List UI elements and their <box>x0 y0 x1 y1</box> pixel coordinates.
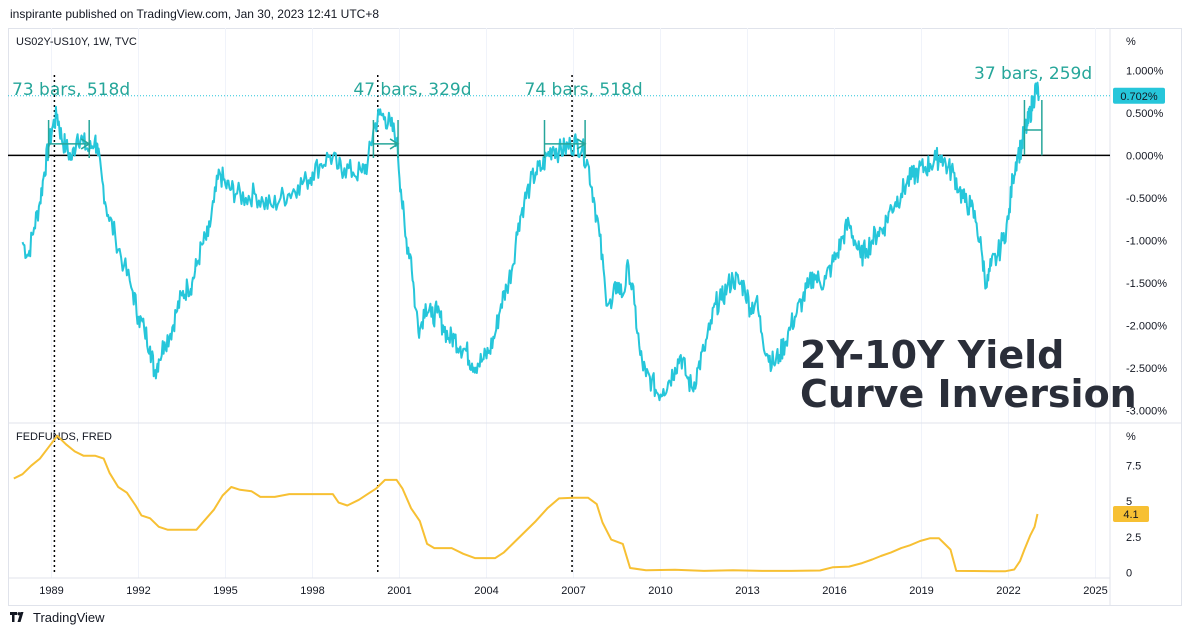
spread-pane-label: US02Y-US10Y, 1W, TVC <box>16 36 137 48</box>
title-line-1: 2Y-10Y Yield <box>800 333 1064 377</box>
spread-last-value: 0.702% <box>1120 91 1158 103</box>
spread-y-tick: -2.000% <box>1126 320 1167 332</box>
spread-y-tick: -3.000% <box>1126 405 1167 417</box>
measure-arrowhead <box>80 138 91 150</box>
fed-pane-label: FEDFUNDS, FRED <box>16 431 112 443</box>
measurements: 73 bars, 518d 47 bars, 329d 74 bars, 518d 3… <box>12 64 1092 158</box>
x-tick-label: 2001 <box>387 585 411 597</box>
spread-series <box>21 81 1040 402</box>
measure-label: 47 bars, 329d <box>353 80 471 100</box>
fed-y-tick: 2.5 <box>1126 532 1141 544</box>
spread-y-tick: -1.000% <box>1126 235 1167 247</box>
x-tick-label: 1992 <box>126 585 150 597</box>
brand-footer[interactable]: TradingView <box>10 610 105 625</box>
measurement-3[interactable]: 37 bars, 259d <box>974 64 1092 156</box>
x-tick-label: 1998 <box>300 585 324 597</box>
measure-label: 73 bars, 518d <box>12 80 130 100</box>
spread-last-badge <box>1113 87 1165 104</box>
spread-y-tick: -0.500% <box>1126 193 1167 205</box>
measure-label: 74 bars, 518d <box>525 80 643 100</box>
x-tick-label: 1989 <box>39 585 63 597</box>
x-tick-label: 2007 <box>561 585 585 597</box>
title-line-2: Curve Inversion <box>800 372 1137 416</box>
fed-y-axis: 7.5 5 2.5 0 <box>1126 461 1141 580</box>
x-axis: 1989 1992 1995 1998 2001 2004 2007 2010 2013 2016… <box>39 585 1107 597</box>
measure-arrowhead <box>389 138 400 150</box>
x-tick-label: 2022 <box>996 585 1020 597</box>
measurement-0[interactable]: 73 bars, 518d <box>12 80 130 158</box>
x-tick-label: 2004 <box>474 585 498 597</box>
measurement-2[interactable]: 74 bars, 518d <box>525 80 643 158</box>
measurement-1[interactable]: 47 bars, 329d <box>353 80 472 158</box>
spread-y-axis: 1.000% 0.500% 0.000% -0.500% -1.000% -1.500% -… <box>1126 65 1167 417</box>
measure-label: 37 bars, 259d <box>974 64 1092 84</box>
fed-y-tick: 5 <box>1126 496 1132 508</box>
fed-series <box>13 434 1039 573</box>
grid-lines <box>51 28 1096 578</box>
x-tick-label: 2019 <box>909 585 933 597</box>
brand-name: TradingView <box>33 610 105 625</box>
spread-unit-label: % <box>1126 36 1136 48</box>
x-tick-label: 2010 <box>648 585 672 597</box>
fed-y-tick: 7.5 <box>1126 461 1141 473</box>
fed-last-value: 4.1 <box>1123 509 1138 521</box>
fedfunds-line[interactable] <box>13 434 1039 573</box>
fed-unit-label: % <box>1126 431 1136 443</box>
fed-y-tick: 0 <box>1126 567 1132 579</box>
last-value-badges: 0.702% 4.1 <box>1113 87 1165 523</box>
spread-y-tick: 1.000% <box>1126 65 1164 77</box>
spread-y-tick: 0.000% <box>1126 150 1164 162</box>
chart-frame <box>8 28 1182 606</box>
x-tick-label: 1995 <box>213 585 237 597</box>
inversion-markers <box>53 75 573 572</box>
tradingview-logo-icon <box>10 611 24 622</box>
fed-last-badge <box>1113 506 1149 523</box>
spread-y-tick: -1.500% <box>1126 278 1167 290</box>
x-tick-label: 2013 <box>735 585 759 597</box>
publish-info: inspirante published on TradingView.com,… <box>10 7 380 21</box>
spread-y-tick: -2.500% <box>1126 363 1167 375</box>
spread-y-tick: 0.500% <box>1126 108 1164 120</box>
measure-arrowhead <box>576 138 587 150</box>
x-tick-label: 2016 <box>822 585 846 597</box>
x-tick-label: 2025 <box>1083 585 1107 597</box>
spread-line[interactable] <box>21 81 1040 402</box>
